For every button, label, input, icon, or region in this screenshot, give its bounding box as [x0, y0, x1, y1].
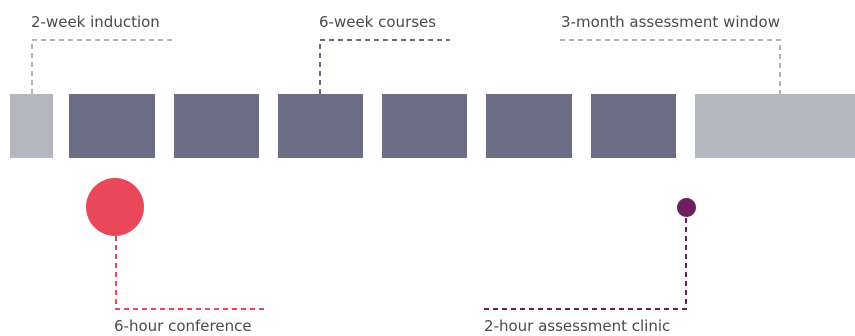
course-block-1: [69, 94, 155, 158]
course-block-3: [278, 94, 363, 158]
assessment-window-block: [695, 94, 855, 158]
course-block-5: [486, 94, 572, 158]
clinic-marker: [677, 198, 696, 217]
courses-bracket: [319, 39, 450, 94]
assessment-window-bracket: [560, 39, 781, 94]
conference-leader: [115, 236, 268, 310]
induction-label: 2-week induction: [31, 13, 160, 31]
course-block-6: [591, 94, 676, 158]
clinic-leader: [484, 218, 687, 310]
course-block-4: [382, 94, 467, 158]
assessment-window-label: 3-month assessment window: [561, 13, 780, 31]
conference-marker: [86, 178, 144, 236]
courses-label: 6-week courses: [319, 13, 437, 31]
course-block-2: [174, 94, 259, 158]
conference-label: 6-hour conference: [114, 317, 252, 335]
induction-block: [10, 94, 53, 158]
clinic-label: 2-hour assessment clinic: [484, 317, 671, 335]
induction-bracket: [31, 39, 176, 94]
